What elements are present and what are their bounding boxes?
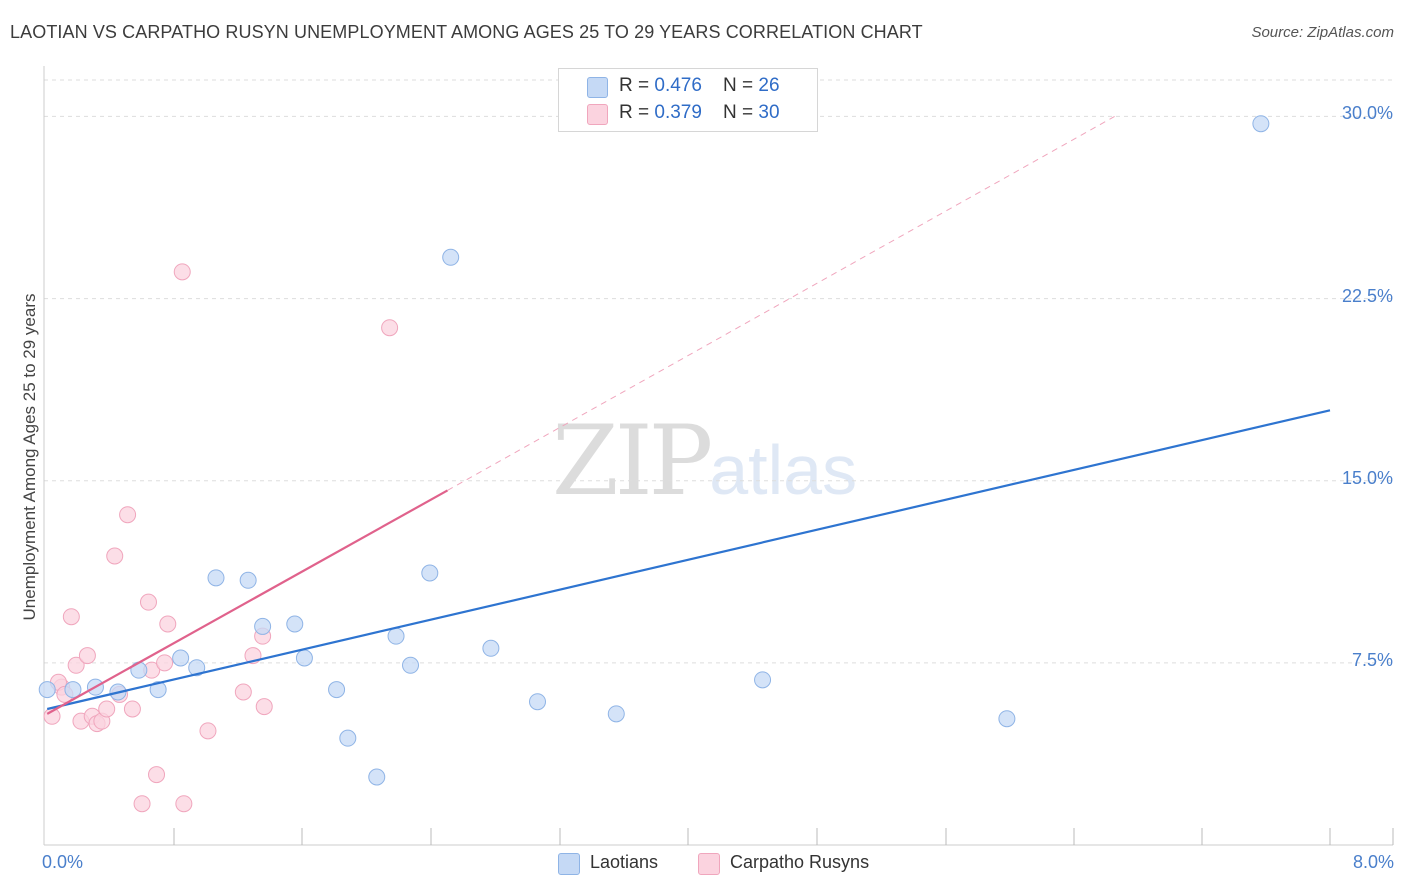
laotians-point bbox=[172, 649, 190, 667]
carpatho-rusyns-point bbox=[78, 647, 96, 665]
n-value: 30 bbox=[758, 102, 780, 123]
laotians-point bbox=[442, 248, 460, 266]
x-tick-label-max: 8.0% bbox=[1352, 852, 1394, 872]
laotians-point bbox=[295, 649, 313, 667]
carpatho-rusyns-point bbox=[119, 506, 137, 524]
laotians-trend-line bbox=[46, 409, 1331, 711]
laotians-point bbox=[38, 681, 56, 699]
laotians-point bbox=[130, 661, 148, 679]
laotians-point bbox=[149, 681, 167, 699]
trend-layer bbox=[46, 115, 1331, 715]
r-label: R = bbox=[619, 75, 655, 96]
n-label: N = bbox=[723, 75, 759, 96]
legend-label-carpatho-rusyns: Carpatho Rusyns bbox=[730, 852, 870, 872]
r-label: R = bbox=[619, 102, 655, 123]
carpatho-rusyns-point bbox=[173, 263, 191, 281]
carpatho-rusyns-point bbox=[159, 615, 177, 633]
y-axis-label: Unemployment Among Ages 25 to 29 years bbox=[20, 293, 39, 621]
y-tick-label: 30.0% bbox=[1341, 103, 1393, 124]
laotians-point bbox=[1252, 115, 1270, 133]
carpatho-rusyns-point bbox=[106, 547, 124, 565]
carpatho-rusyns-point bbox=[139, 593, 157, 611]
laotians-point bbox=[529, 693, 547, 711]
laotians-point bbox=[64, 681, 82, 699]
laotians-point bbox=[387, 627, 405, 645]
carpatho-rusyns-point bbox=[199, 722, 217, 740]
chart-source: Source: ZipAtlas.com bbox=[1251, 24, 1394, 41]
carpatho-rusyns-point bbox=[123, 700, 141, 718]
legend-label-laotians: Laotians bbox=[590, 852, 659, 872]
laotians-point bbox=[998, 710, 1016, 728]
carpatho-rusyns-point bbox=[156, 654, 174, 672]
laotians-point bbox=[239, 571, 257, 589]
carpatho-rusyns-point bbox=[133, 795, 151, 813]
carpatho-rusyns-trend-line bbox=[46, 489, 449, 715]
carpatho-rusyns-swatch bbox=[587, 104, 608, 125]
carpatho-rusyns-point bbox=[98, 700, 116, 718]
carpatho-rusyns-point bbox=[148, 766, 166, 784]
laotians-point bbox=[188, 659, 206, 677]
laotians-point bbox=[402, 656, 420, 674]
laotians-point bbox=[754, 671, 772, 689]
carpatho-rusyns-point bbox=[175, 795, 193, 813]
carpatho-rusyns-point bbox=[234, 683, 252, 701]
laotians-point bbox=[339, 729, 357, 747]
n-value: 26 bbox=[758, 75, 780, 96]
laotians-point bbox=[482, 639, 500, 657]
points-layer bbox=[38, 115, 1270, 813]
laotians-point bbox=[207, 569, 225, 587]
laotians-legend-swatch bbox=[558, 853, 580, 875]
axis-layer bbox=[43, 66, 1394, 846]
carpatho-rusyns-point bbox=[62, 608, 80, 626]
carpatho-rusyns-point bbox=[255, 698, 273, 716]
carpatho-rusyns-trend-extension bbox=[447, 115, 1115, 491]
carpatho-rusyns-legend-swatch bbox=[698, 853, 720, 875]
r-value: 0.379 bbox=[654, 102, 702, 123]
laotians-point bbox=[368, 768, 386, 786]
carpatho-rusyns-point bbox=[67, 656, 85, 674]
laotians-point bbox=[421, 564, 439, 582]
laotians-point bbox=[254, 617, 272, 635]
chart-title: LAOTIAN VS CARPATHO RUSYN UNEMPLOYMENT A… bbox=[10, 22, 923, 42]
carpatho-rusyns-point bbox=[381, 319, 399, 337]
y-tick-label: 7.5% bbox=[1351, 649, 1393, 670]
y-tick-label: 22.5% bbox=[1341, 285, 1393, 306]
laotians-point bbox=[328, 681, 346, 699]
stats-legend: R = 0.476 N = 26 R = 0.379 N = 30 bbox=[558, 68, 818, 132]
r-value: 0.476 bbox=[654, 75, 702, 96]
y-tick-label: 15.0% bbox=[1341, 467, 1393, 488]
laotians-swatch bbox=[587, 77, 608, 98]
laotians-point bbox=[286, 615, 304, 633]
laotians-point bbox=[607, 705, 625, 723]
n-label: N = bbox=[723, 102, 759, 123]
x-tick-label-min: 0.0% bbox=[42, 852, 84, 872]
